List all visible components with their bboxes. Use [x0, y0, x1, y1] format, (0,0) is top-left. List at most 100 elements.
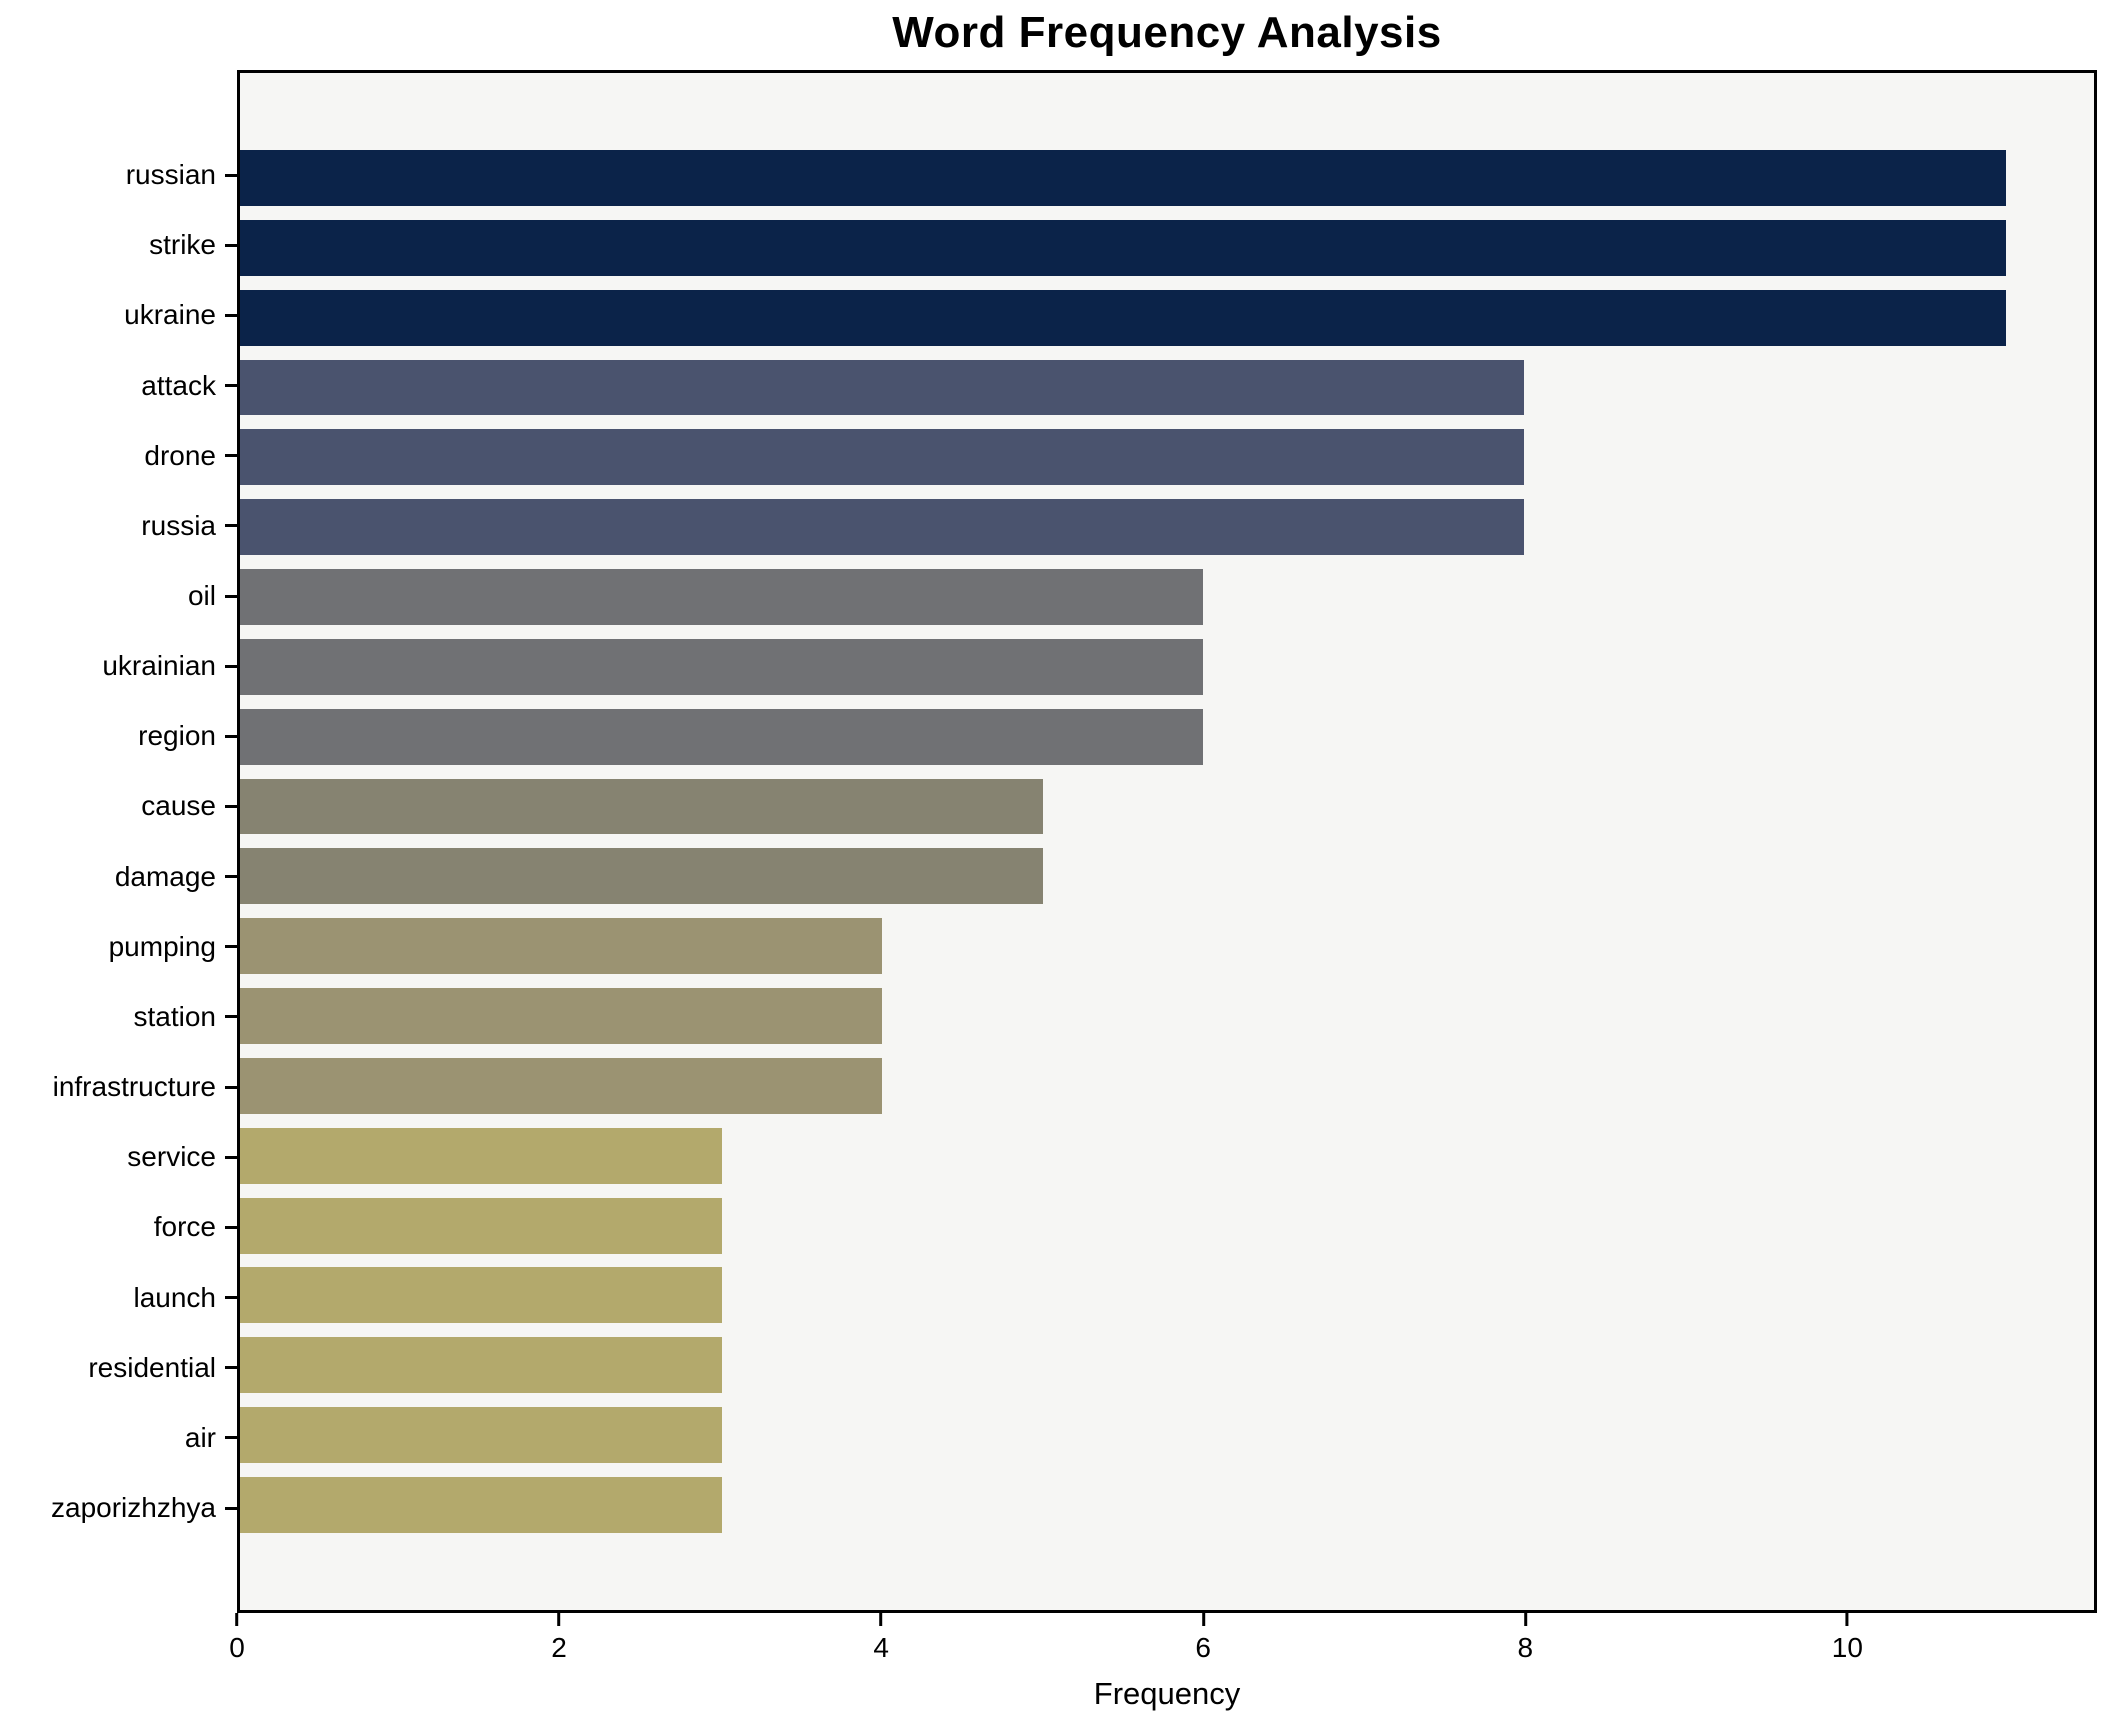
y-tick-mark: [225, 804, 237, 808]
y-label-row: force: [0, 1192, 237, 1262]
y-tick-mark: [225, 1366, 237, 1370]
y-label-zaporizhzhya: zaporizhzhya: [51, 1492, 216, 1524]
y-tick-mark: [225, 1506, 237, 1510]
y-tick-mark: [225, 1436, 237, 1440]
bar-region: [240, 708, 1204, 765]
y-label-region: region: [138, 720, 216, 752]
x-tick-label: 0: [229, 1632, 245, 1663]
bar-row: [240, 981, 2094, 1051]
y-label-row: infrastructure: [0, 1052, 237, 1122]
bar-row: [240, 1330, 2094, 1400]
x-tick-mark: [1845, 1613, 1849, 1626]
y-tick-mark: [225, 313, 237, 317]
bar-row: [240, 283, 2094, 353]
y-label-residential: residential: [88, 1351, 216, 1383]
y-label-row: station: [0, 982, 237, 1052]
bar-row: [240, 143, 2094, 213]
plot-area: [237, 70, 2097, 1613]
x-tick-mark: [1523, 1613, 1527, 1626]
y-tick-mark: [225, 454, 237, 458]
y-tick-mark: [225, 384, 237, 388]
x-tick-mark: [879, 1613, 883, 1626]
bar-row: [240, 353, 2094, 423]
x-axis-label: Frequency: [1093, 1676, 1241, 1711]
bar-russian: [240, 149, 2006, 206]
chart-title: Word Frequency Analysis: [892, 8, 1442, 57]
bar-row: [240, 841, 2094, 911]
y-tick-mark: [225, 524, 237, 528]
y-label-drone: drone: [144, 439, 216, 471]
y-label-row: air: [0, 1403, 237, 1473]
y-label-row: region: [0, 701, 237, 771]
y-tick-mark: [225, 594, 237, 598]
y-label-russian: russian: [125, 159, 216, 191]
y-label-cause: cause: [141, 790, 216, 822]
bar-ukraine: [240, 289, 2006, 346]
y-label-damage: damage: [114, 860, 216, 892]
x-tick-6: 6: [1195, 1613, 1211, 1662]
y-label-oil: oil: [187, 580, 216, 612]
bar-row: [240, 702, 2094, 772]
bar-strike: [240, 219, 2006, 276]
bar-oil: [240, 569, 1204, 625]
bar-row: [240, 1400, 2094, 1470]
bar-ukrainian: [240, 638, 1204, 695]
bar-air: [240, 1407, 722, 1464]
bar-row: [240, 1470, 2094, 1540]
x-tick-0: 0: [229, 1613, 245, 1662]
bar-pumping: [240, 918, 883, 975]
y-label-row: attack: [0, 350, 237, 420]
bar-row: [240, 422, 2094, 492]
y-label-row: launch: [0, 1263, 237, 1333]
bars: [240, 143, 2094, 1540]
y-label-force: force: [153, 1211, 216, 1243]
x-tick-10: 10: [1832, 1613, 1863, 1662]
x-tick-4: 4: [873, 1613, 889, 1662]
x-tick-mark: [557, 1613, 561, 1626]
x-tick-label: 6: [1195, 1632, 1212, 1663]
y-tick-mark: [225, 1225, 237, 1229]
x-tick-label: 8: [1517, 1632, 1534, 1663]
y-label-ukraine: ukraine: [124, 299, 216, 331]
bar-russia: [240, 499, 1525, 556]
y-axis-labels: russian strike ukraine attack drone russia oil…: [0, 140, 237, 1543]
y-label-row: russian: [0, 140, 237, 210]
bar-force: [240, 1197, 722, 1254]
y-label-row: damage: [0, 842, 237, 912]
y-label-row: service: [0, 1122, 237, 1192]
y-label-row: ukrainian: [0, 631, 237, 701]
y-label-infrastructure: infrastructure: [52, 1071, 216, 1103]
y-tick-mark: [225, 734, 237, 738]
y-tick-mark: [225, 664, 237, 668]
y-label-row: drone: [0, 421, 237, 491]
y-label-row: oil: [0, 561, 237, 631]
bar-row: [240, 1191, 2094, 1261]
y-label-pumping: pumping: [108, 930, 216, 962]
x-tick-mark: [235, 1613, 239, 1626]
y-tick-mark: [225, 1296, 237, 1300]
y-label-launch: launch: [133, 1281, 216, 1313]
bar-zaporizhzhya: [240, 1477, 722, 1533]
y-tick-mark: [225, 243, 237, 247]
y-label-row: pumping: [0, 912, 237, 982]
bar-row: [240, 213, 2094, 283]
bar-row: [240, 632, 2094, 702]
bar-row: [240, 1121, 2094, 1191]
y-label-row: russia: [0, 491, 237, 561]
y-tick-mark: [225, 1085, 237, 1089]
bar-infrastructure: [240, 1057, 883, 1114]
y-label-row: cause: [0, 771, 237, 841]
y-label-station: station: [133, 1000, 217, 1032]
y-label-row: ukraine: [0, 280, 237, 350]
bar-damage: [240, 848, 1043, 905]
bar-row: [240, 492, 2094, 562]
y-tick-mark: [225, 1015, 237, 1019]
y-label-row: zaporizhzhya: [0, 1473, 237, 1543]
bar-row: [240, 1051, 2094, 1121]
y-tick-mark: [225, 173, 237, 177]
y-label-air: air: [184, 1421, 216, 1453]
bar-service: [240, 1127, 722, 1184]
bar-residential: [240, 1337, 722, 1394]
x-tick-label: 10: [1831, 1632, 1863, 1663]
x-axis-ticks: 0 2 4 6 8 10: [229, 1613, 2097, 1683]
